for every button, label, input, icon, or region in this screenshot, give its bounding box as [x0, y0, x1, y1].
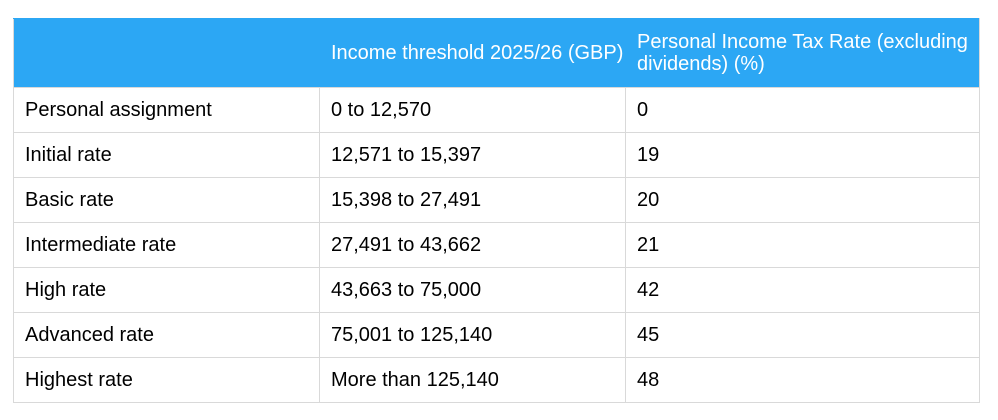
table-row: Intermediate rate 27,491 to 43,662 21	[13, 222, 980, 268]
band-name-cell: Initial rate	[13, 132, 320, 178]
tax-rate-cell: 19	[625, 132, 980, 178]
table-row: Advanced rate 75,001 to 125,140 45	[13, 312, 980, 358]
table-row: Highest rate More than 125,140 48	[13, 357, 980, 403]
band-name-cell: Advanced rate	[13, 312, 320, 358]
income-threshold-cell: 75,001 to 125,140	[319, 312, 626, 358]
tax-rate-cell: 45	[625, 312, 980, 358]
tax-rate-table: Income threshold 2025/26 (GBP) Personal …	[13, 18, 980, 403]
income-threshold-cell: 15,398 to 27,491	[319, 177, 626, 223]
income-threshold-cell: More than 125,140	[319, 357, 626, 403]
table-row: Basic rate 15,398 to 27,491 20	[13, 177, 980, 223]
band-name-cell: Personal assignment	[13, 87, 320, 133]
income-threshold-cell: 27,491 to 43,662	[319, 222, 626, 268]
header-row: Income threshold 2025/26 (GBP) Personal …	[13, 18, 980, 88]
table-header: Income threshold 2025/26 (GBP) Personal …	[13, 18, 980, 88]
header-cell-tax-rate: Personal Income Tax Rate (excluding divi…	[625, 18, 980, 88]
tax-rate-cell: 48	[625, 357, 980, 403]
income-threshold-cell: 12,571 to 15,397	[319, 132, 626, 178]
tax-rate-cell: 42	[625, 267, 980, 313]
tax-rate-cell: 21	[625, 222, 980, 268]
tax-rate-cell: 0	[625, 87, 980, 133]
table-body: Personal assignment 0 to 12,570 0 Initia…	[13, 87, 980, 403]
band-name-cell: Basic rate	[13, 177, 320, 223]
income-threshold-cell: 43,663 to 75,000	[319, 267, 626, 313]
table-row: Initial rate 12,571 to 15,397 19	[13, 132, 980, 178]
tax-rate-cell: 20	[625, 177, 980, 223]
table-row: Personal assignment 0 to 12,570 0	[13, 87, 980, 133]
tax-rate-table-container: Income threshold 2025/26 (GBP) Personal …	[13, 18, 980, 403]
band-name-cell: Intermediate rate	[13, 222, 320, 268]
band-name-cell: High rate	[13, 267, 320, 313]
income-threshold-cell: 0 to 12,570	[319, 87, 626, 133]
header-cell-income-threshold: Income threshold 2025/26 (GBP)	[319, 18, 626, 88]
table-row: High rate 43,663 to 75,000 42	[13, 267, 980, 313]
band-name-cell: Highest rate	[13, 357, 320, 403]
header-cell-band	[13, 18, 320, 88]
